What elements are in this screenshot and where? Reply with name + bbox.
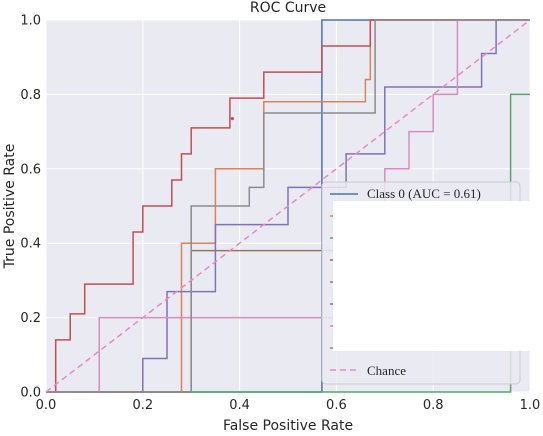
y-tick-label: 0.6 — [20, 162, 41, 177]
y-tick-label: 0.8 — [20, 88, 41, 103]
y-tick-label: 0.0 — [20, 386, 41, 401]
y-tick-labels: 0.0 0.2 0.4 0.6 0.8 1.0 — [20, 14, 41, 401]
x-tick-labels: 0.0 0.2 0.4 0.6 0.8 1.0 — [36, 398, 541, 413]
roc-series-line-3 — [46, 19, 530, 393]
x-tick-label: 0.6 — [326, 398, 347, 413]
y-axis-label: True Positive Rate — [2, 144, 18, 270]
y-tick-label: 0.2 — [20, 311, 41, 326]
y-tick-label: 0.4 — [20, 237, 41, 252]
y-tick-label: 1.0 — [20, 14, 41, 29]
chart-title: ROC Curve — [250, 0, 326, 16]
occluding-panel — [333, 201, 543, 351]
chance-line-group — [45, 19, 531, 393]
x-tick-label: 1.0 — [520, 398, 541, 413]
x-tick-label: 0.2 — [132, 398, 153, 413]
roc-series-line-7 — [46, 19, 530, 393]
x-tick-label: 0.8 — [423, 398, 444, 413]
chance-line — [45, 19, 531, 393]
stray-marker — [230, 116, 234, 121]
x-axis-label: False Positive Rate — [223, 418, 353, 434]
roc-series-line-4 — [46, 19, 530, 393]
x-tick-label: 0.4 — [229, 398, 250, 413]
legend-label-chance: Chance — [367, 363, 406, 378]
x-tick-label: 0.0 — [36, 398, 57, 413]
legend-label-0: Class 0 (AUC = 0.61) — [367, 186, 481, 201]
roc-series-line-6 — [46, 19, 530, 393]
